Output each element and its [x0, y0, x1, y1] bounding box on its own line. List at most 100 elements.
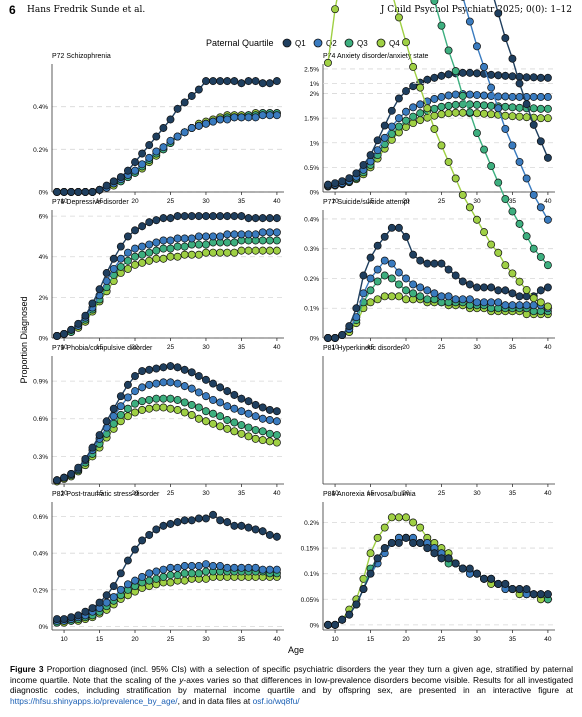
data-point: [145, 248, 154, 257]
data-point: [394, 122, 403, 131]
data-point: [116, 411, 125, 419]
data-point: [102, 269, 111, 277]
y-tick-label: 0.4%: [33, 104, 48, 111]
data-point: [180, 365, 189, 374]
data-point: [166, 244, 175, 253]
data-point: [223, 212, 232, 221]
data-point: [123, 580, 132, 589]
data-point: [373, 533, 382, 542]
data-point: [508, 54, 517, 63]
data-point: [237, 521, 246, 530]
data-point: [430, 0, 439, 5]
data-point: [265, 429, 274, 438]
data-point: [272, 438, 281, 447]
data-point: [324, 620, 332, 629]
data-point: [430, 124, 439, 133]
x-tick-label: 10: [331, 636, 339, 643]
series-line: [56, 249, 277, 337]
data-point: [515, 157, 524, 166]
data-point: [230, 248, 239, 257]
data-point: [394, 114, 403, 123]
data-point: [53, 615, 61, 623]
data-point: [138, 160, 147, 169]
data-point: [202, 567, 210, 576]
data-point: [437, 110, 446, 119]
data-point: [60, 473, 69, 482]
data-point: [173, 252, 182, 261]
data-point: [458, 68, 467, 77]
data-point: [216, 562, 225, 570]
panel-p81: P81 Hyperkinetic disorder1%2%3%101520253…: [310, 0, 555, 497]
data-point: [123, 264, 132, 273]
y-tick-label: 4%: [39, 254, 49, 261]
data-point: [265, 530, 274, 539]
data-point: [416, 116, 425, 125]
data-point: [223, 115, 232, 124]
data-point: [402, 533, 410, 542]
data-point: [173, 363, 182, 372]
x-tick-label: 40: [273, 490, 281, 497]
data-point: [187, 212, 196, 221]
data-point: [251, 563, 260, 572]
y-tick-label: 0%: [39, 336, 49, 343]
data-point: [138, 242, 147, 251]
data-point: [480, 101, 489, 110]
data-point: [373, 136, 382, 145]
data-point: [81, 607, 90, 616]
data-point: [494, 9, 503, 18]
data-point: [522, 174, 531, 183]
data-point: [473, 91, 481, 99]
caption-text-3: , and in data files at: [177, 695, 253, 706]
data-point: [423, 75, 432, 84]
x-tick-label: 20: [402, 198, 410, 205]
data-point: [244, 409, 253, 418]
data-point: [331, 179, 340, 188]
x-tick-label: 15: [367, 490, 375, 497]
data-point: [95, 185, 104, 194]
data-point: [123, 256, 132, 265]
running-head-journal: J Child Psychol Psychiatr 2025; 0(0): 1–…: [380, 5, 572, 15]
x-tick-label: 35: [509, 344, 517, 351]
caption-link-osf[interactable]: osf.io/wq8fu/: [252, 695, 300, 706]
data-point: [237, 113, 246, 122]
y-tick-label: 2.5%: [304, 66, 319, 73]
data-point: [402, 513, 410, 522]
data-point: [180, 516, 189, 525]
data-point: [60, 188, 69, 196]
data-point: [515, 79, 524, 88]
data-point: [116, 242, 125, 251]
data-point: [74, 611, 83, 620]
data-point: [473, 42, 481, 51]
caption-italic: y: [179, 674, 184, 685]
legend-marker-q1: [282, 38, 292, 48]
data-point: [237, 407, 246, 416]
data-point: [159, 244, 168, 253]
data-point: [131, 372, 139, 381]
data-point: [202, 574, 210, 583]
data-point: [508, 112, 517, 121]
data-point: [272, 236, 281, 245]
data-point: [508, 103, 517, 112]
data-point: [387, 292, 396, 301]
data-point: [194, 121, 203, 130]
data-point: [380, 544, 389, 553]
panel-title: P72 Schizophrenia: [52, 53, 111, 60]
x-tick-label: 30: [202, 636, 210, 643]
data-point: [251, 214, 260, 223]
x-tick-label: 40: [544, 198, 552, 205]
data-point: [187, 562, 196, 570]
data-point: [187, 516, 196, 525]
data-point: [501, 195, 510, 204]
data-point: [387, 106, 396, 115]
panel-title: P81 Hyperkinetic disorder: [323, 345, 404, 352]
data-point: [244, 113, 253, 122]
caption-link-shinyapps[interactable]: https://hfsu.shinyapps.io/prevalence_by_…: [10, 695, 178, 706]
data-point: [194, 388, 203, 397]
data-point: [359, 271, 368, 280]
data-point: [272, 565, 281, 574]
data-point: [543, 93, 552, 101]
data-point: [501, 579, 510, 588]
legend-label-q1: Q1: [295, 39, 306, 48]
data-point: [202, 248, 210, 257]
y-tick-label: 0%: [310, 336, 320, 343]
